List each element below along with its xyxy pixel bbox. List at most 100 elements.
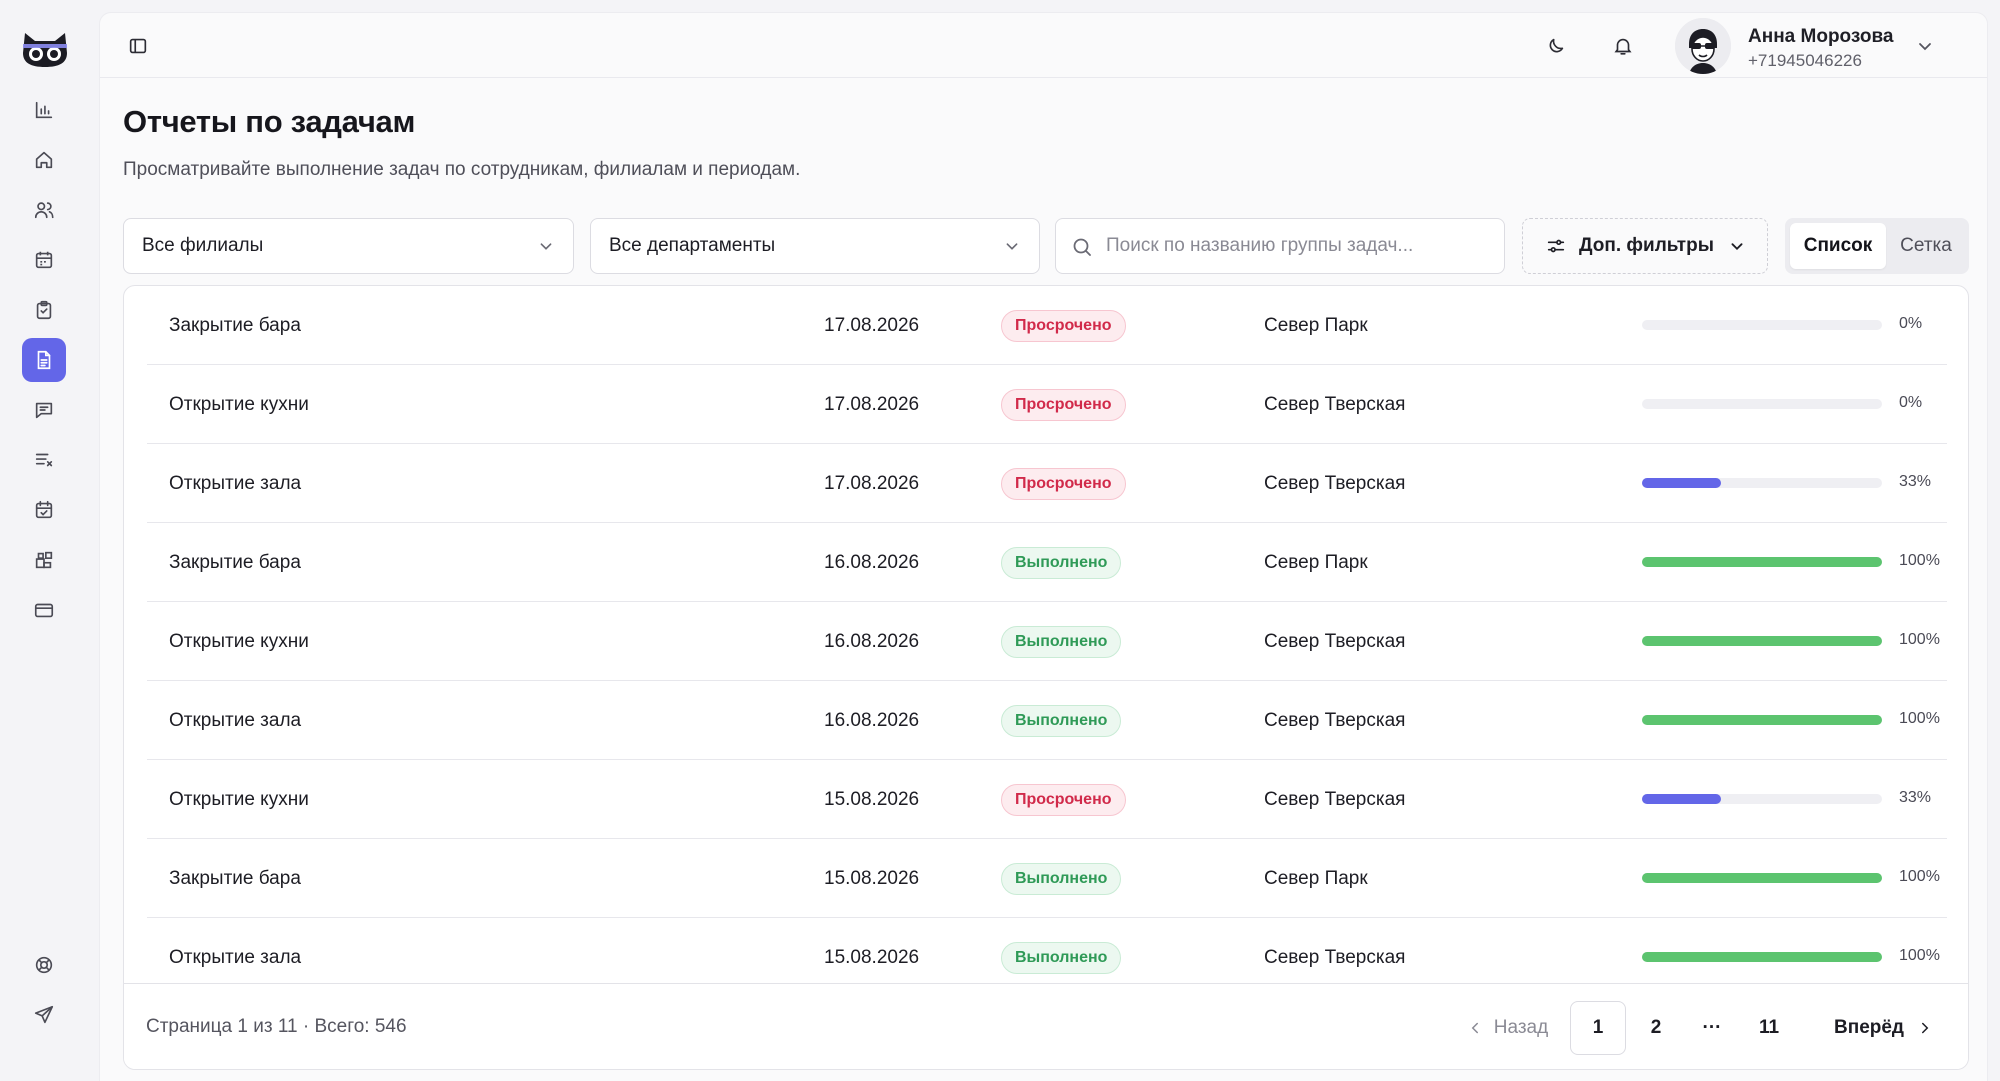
table-row[interactable]: Открытие кухни 17.08.2026 Просрочено Север … — [147, 365, 1947, 444]
chevron-down-icon — [1919, 43, 1931, 51]
clipboard-check-icon — [36, 300, 52, 320]
page-button-1[interactable]: 1 — [1570, 1001, 1626, 1055]
progress-fill — [1642, 478, 1722, 488]
progress-bar — [1642, 399, 1882, 409]
branch-name: Север Тверская — [1264, 472, 1406, 494]
progress-percent: 100% — [1899, 868, 1940, 885]
nav-send[interactable] — [22, 993, 66, 1037]
sidebar — [0, 0, 98, 1081]
calendar-icon — [35, 251, 53, 269]
table-row[interactable]: Закрытие бара 15.08.2026 Выполнено Север Па… — [147, 839, 1947, 918]
branch-name: Север Тверская — [1264, 630, 1406, 652]
page-title: Отчеты по задачам — [123, 104, 416, 139]
nav-widgets[interactable] — [22, 538, 66, 582]
task-date: 15.08.2026 — [824, 788, 920, 810]
progress-fill — [1642, 794, 1722, 804]
progress-cell: 100% — [1642, 523, 1942, 602]
more-filters-button[interactable]: Доп. фильтры — [1522, 218, 1768, 274]
progress-fill — [1642, 557, 1882, 567]
progress-cell: 100% — [1642, 602, 1942, 681]
page-button-11[interactable]: 11 — [1758, 1017, 1780, 1038]
progress-cell: 0% — [1642, 286, 1942, 365]
branch-name: Север Тверская — [1264, 946, 1406, 968]
user-menu[interactable]: Анна Морозова +71945046226 — [1675, 16, 1965, 76]
notifications-button[interactable] — [1605, 28, 1641, 64]
progress-bar — [1642, 794, 1882, 804]
progress-bar — [1642, 952, 1882, 962]
bar-chart-icon — [35, 101, 53, 119]
branch-name: Север Тверская — [1264, 709, 1406, 731]
chevron-down-icon — [540, 243, 552, 250]
theme-toggle-button[interactable] — [1538, 28, 1574, 64]
table-row[interactable]: Открытие кухни 16.08.2026 Выполнено Север Т… — [147, 602, 1947, 681]
nav-messages[interactable] — [22, 388, 66, 432]
chevron-down-icon — [1006, 243, 1018, 250]
logo-icon[interactable] — [21, 29, 69, 69]
sidebar-toggle-button[interactable] — [120, 28, 156, 64]
progress-fill — [1642, 873, 1882, 883]
search-input[interactable] — [1106, 219, 1486, 273]
branch-select-value: Все филиалы — [142, 235, 264, 256]
page-info: Страница 1 из 11 · Всего: 546 — [146, 1016, 407, 1037]
table-row[interactable]: Открытие зала 17.08.2026 Просрочено Север Т… — [147, 444, 1947, 523]
nav-tasks[interactable] — [22, 288, 66, 332]
progress-percent: 0% — [1899, 315, 1923, 332]
nav-home[interactable] — [22, 138, 66, 182]
branch-name: Север Тверская — [1264, 788, 1406, 810]
progress-percent: 33% — [1899, 473, 1932, 490]
task-date: 17.08.2026 — [824, 314, 920, 336]
search-box — [1055, 218, 1505, 274]
task-group-name: Закрытие бара — [169, 867, 301, 889]
chevron-left-icon — [1471, 1022, 1478, 1034]
table-row[interactable]: Открытие зала 15.08.2026 Выполнено Север Тв… — [147, 918, 1947, 983]
view-grid-button[interactable]: Сетка — [1900, 235, 1952, 256]
view-list-button[interactable]: Список — [1790, 223, 1886, 269]
progress-percent: 33% — [1899, 789, 1932, 806]
progress-cell: 100% — [1642, 839, 1942, 918]
nav-calendar[interactable] — [22, 238, 66, 282]
task-date: 16.08.2026 — [824, 709, 920, 731]
next-page-button[interactable]: Вперёд — [1824, 1001, 1944, 1055]
status-cell: Просрочено — [1001, 444, 1126, 523]
chevron-right-icon — [1922, 1022, 1929, 1034]
nav-support[interactable] — [22, 943, 66, 987]
status-badge: Просрочено — [1001, 309, 1126, 342]
nav-checklists[interactable] — [22, 438, 66, 482]
nav-payments[interactable] — [22, 588, 66, 632]
prev-page-button[interactable]: Назад — [1457, 1001, 1557, 1055]
table-row[interactable]: Открытие кухни 15.08.2026 Просрочено Север … — [147, 760, 1947, 839]
page-button-2[interactable]: 2 — [1650, 1017, 1662, 1038]
progress-percent: 0% — [1899, 394, 1923, 411]
status-badge: Выполнено — [1001, 625, 1122, 658]
task-date: 16.08.2026 — [824, 630, 920, 652]
progress-bar — [1642, 320, 1882, 330]
search-icon — [1073, 238, 1091, 256]
reports-table: Закрытие бара 17.08.2026 Просрочено Север П… — [123, 285, 1969, 1070]
task-date: 16.08.2026 — [824, 551, 920, 573]
branch-select[interactable]: Все филиалы — [123, 218, 574, 274]
department-select[interactable]: Все департаменты — [590, 218, 1040, 274]
status-cell: Просрочено — [1001, 760, 1126, 839]
widgets-icon — [35, 551, 53, 569]
progress-bar — [1642, 557, 1882, 567]
table-row[interactable]: Открытие зала 16.08.2026 Выполнено Север Тв… — [147, 681, 1947, 760]
view-toggle: Список Сетка — [1785, 218, 1969, 274]
topbar: Анна Морозова +71945046226 — [100, 13, 1987, 78]
task-date: 17.08.2026 — [824, 393, 920, 415]
progress-percent: 100% — [1899, 552, 1940, 569]
table-row[interactable]: Закрытие бара 16.08.2026 Выполнено Север Па… — [147, 523, 1947, 602]
status-badge: Выполнено — [1001, 862, 1122, 895]
status-cell: Выполнено — [1001, 918, 1122, 983]
nav-users[interactable] — [22, 188, 66, 232]
file-report-icon — [37, 350, 51, 370]
nav-schedule[interactable] — [22, 488, 66, 532]
nav-analytics[interactable] — [22, 88, 66, 132]
progress-cell: 0% — [1642, 365, 1942, 444]
prev-page-label: Назад — [1493, 1017, 1549, 1038]
send-icon — [34, 1005, 54, 1024]
task-group-name: Открытие кухни — [169, 630, 309, 652]
nav-reports[interactable] — [22, 338, 66, 382]
progress-bar — [1642, 715, 1882, 725]
table-row[interactable]: Закрытие бара 17.08.2026 Просрочено Север П… — [147, 286, 1947, 365]
